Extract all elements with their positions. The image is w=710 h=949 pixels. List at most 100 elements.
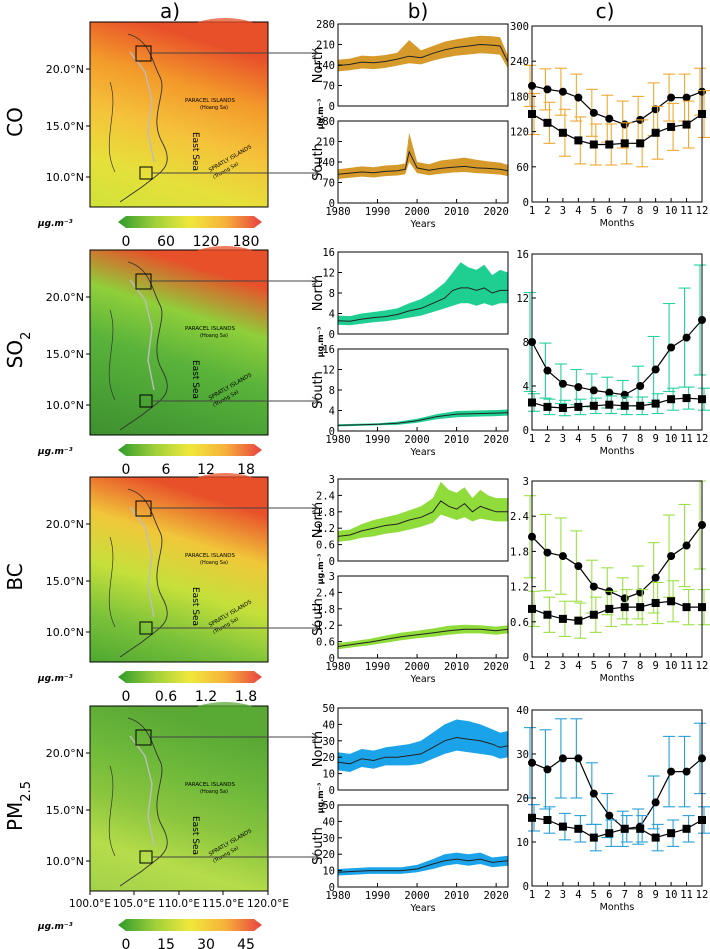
monthly-point-south: [543, 118, 552, 127]
monthly-point-north: [667, 552, 676, 561]
monthly-xtick-so2-5: 6: [606, 433, 612, 445]
monthly-point-north: [682, 333, 691, 342]
map-border-co: [108, 81, 116, 173]
monthly-xtick-bc-5: 6: [606, 660, 612, 672]
monthly-xtick-co-6: 7: [622, 205, 628, 217]
monthly-line-north-so2: [531, 319, 703, 396]
ts-frame-pm25-0: [337, 707, 509, 791]
monthly-point-north: [667, 343, 676, 352]
ts-frame-bc-1: [337, 575, 509, 659]
map-paracel-sub: (Hoang Sa): [200, 105, 228, 111]
monthly-point-north: [651, 798, 660, 807]
monthly-xtick-so2-8: 9: [652, 433, 658, 445]
monthly-point-south: [558, 128, 567, 137]
ts-xtick-bc-1: 1990: [365, 661, 390, 673]
ts-ytick-so2-0-1: 12: [322, 268, 335, 280]
map-paracel-label: PARACEL ISLANDS: [185, 326, 236, 332]
cbar-tick-co-2: 120: [193, 234, 220, 250]
monthly-xtick-pm25-6: 7: [622, 889, 628, 901]
ts-frame-bc-0: [337, 478, 509, 562]
ts-ytick-so2-1-4: 0: [329, 426, 335, 438]
monthly-ytick-so2-1: 12: [516, 293, 529, 305]
ts-region-label-1: South: [311, 827, 326, 865]
map-lon-tick-1: 105.0°E: [113, 898, 155, 910]
ts-ytick-pm25-0-1: 40: [322, 719, 335, 731]
monthly-point-south: [558, 614, 567, 623]
ts-band-pm25-1: [338, 852, 508, 876]
monthly-xtick-bc-8: 9: [652, 660, 658, 672]
ts-xtick-so2-0: 1980: [325, 434, 350, 446]
cbar-tick-co-0: 0: [122, 234, 131, 250]
ts-region-label-0: North: [311, 502, 326, 538]
monthly-point-north: [620, 390, 629, 399]
ts-ytick-pm25-0-2: 30: [322, 736, 335, 748]
monthly-point-south: [651, 399, 660, 408]
ts-xtick-bc-3: 2010: [444, 661, 469, 673]
map-lat-tick-1: 15.0°N: [46, 348, 84, 361]
monthly-ytick-bc-5: 0: [523, 652, 529, 664]
ts-ytick-bc-0-5: 0: [329, 556, 335, 568]
ts-mean-line-bc-0: [337, 500, 508, 537]
map-arrowhead: [311, 168, 319, 178]
monthly-point-south: [667, 122, 676, 131]
monthly-point-south: [682, 394, 691, 403]
ts-unit-label-so2: µg.m⁻³: [316, 326, 325, 357]
ts-ytick-bc-1-3: 1.2: [316, 620, 335, 632]
monthly-point-north: [543, 366, 552, 375]
monthly-xtick-bc-0: 1: [529, 660, 535, 672]
ts-xtick-so2-2: 2000: [404, 434, 429, 446]
ts-xlabel-bc: Years: [409, 674, 435, 685]
cbar-tick-bc-1: 0.6: [155, 689, 177, 705]
monthly-point-south: [574, 824, 583, 833]
monthly-point-north: [589, 108, 598, 117]
ts-mean-line-pm25-0: [337, 736, 509, 765]
monthly-xtick-pm25-3: 4: [575, 889, 581, 901]
monthly-point-south: [605, 140, 614, 149]
monthly-point-north: [574, 562, 583, 571]
ts-frame-pm25-1: [337, 804, 509, 888]
monthly-point-south: [667, 395, 676, 404]
monthly-ytick-bc-3: 1.2: [510, 582, 529, 594]
ts-band-pm25-0: [338, 719, 508, 772]
monthly-ytick-bc-0: 3: [523, 476, 529, 488]
ts-unit-label-pm25: µg.m⁻³: [316, 782, 325, 813]
panel-label-b: b): [408, 0, 429, 23]
monthly-point-south: [667, 597, 676, 606]
ts-ytick-bc-1-0: 3: [329, 571, 335, 583]
ts-xtick-so2-4: 2020: [483, 434, 508, 446]
ts-xtick-bc-2: 2000: [404, 661, 429, 673]
map-panel-bc: [89, 476, 269, 663]
ts-xtick-pm25-3: 2010: [444, 890, 469, 902]
cbar-tick-so2-2: 12: [197, 462, 215, 478]
ts-ytick-pm25-1-3: 20: [322, 849, 335, 861]
ts-xtick-co-4: 2020: [483, 206, 508, 218]
monthly-xtick-so2-1: 2: [544, 433, 550, 445]
ts-xlabel-co: Years: [409, 219, 435, 230]
ts-mean-line-pm25-1: [337, 858, 509, 873]
monthly-point-north: [682, 541, 691, 550]
monthly-ytick-pm25-3: 10: [516, 837, 529, 849]
monthly-point-south: [682, 120, 691, 129]
map-sea-label: East Sea: [190, 132, 200, 171]
ts-mean-line-so2-0: [337, 287, 508, 322]
monthly-line-north-pm25: [531, 757, 703, 830]
ts-ytick-bc-1-5: 0: [329, 653, 335, 665]
monthly-xtick-bc-1: 2: [544, 660, 550, 672]
monthly-xtick-pm25-7: 8: [637, 889, 643, 901]
cbar-tick-pm25-0: 0: [122, 937, 131, 949]
monthly-point-south: [543, 610, 552, 619]
cbar-tick-so2-1: 6: [162, 462, 171, 478]
ts-ytick-pm25-0-0: 50: [322, 703, 335, 715]
monthly-xtick-co-7: 8: [637, 205, 643, 217]
map-hotspot-bc: [187, 473, 263, 501]
monthly-xtick-bc-10: 11: [680, 660, 693, 672]
monthly-ytick-pm25-1: 30: [516, 749, 529, 761]
map-lat-tick-2: 10.0°N: [46, 855, 84, 868]
ts-ytick-pm25-0-4: 10: [322, 769, 335, 781]
monthly-point-south: [558, 404, 567, 412]
monthly-point-south: [574, 616, 583, 625]
monthly-xtick-so2-2: 3: [560, 433, 566, 445]
monthly-point-north: [543, 548, 552, 557]
map-arrowhead: [311, 623, 319, 633]
